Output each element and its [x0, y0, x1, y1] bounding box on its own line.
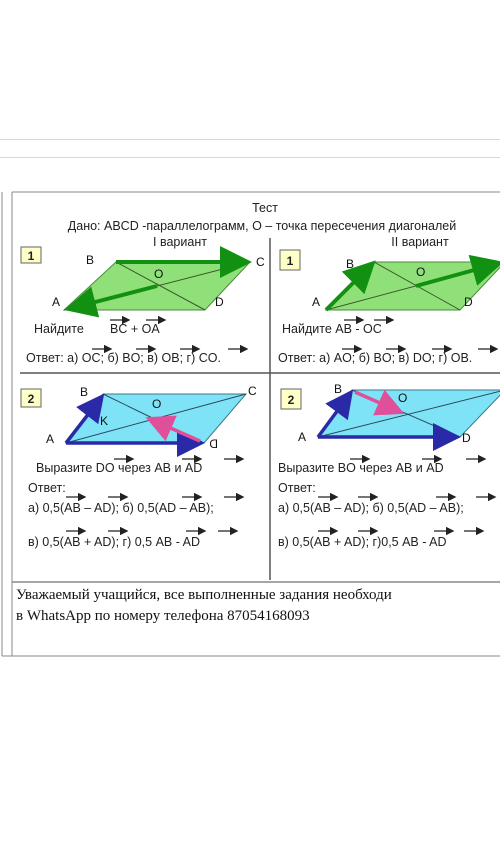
point-b-label: B	[80, 385, 88, 399]
variant-1-label: I вариант	[153, 235, 207, 249]
note-line-2: в WhatsApp по номеру телефона 8705416809…	[16, 608, 310, 624]
point-d-label: D	[462, 431, 471, 445]
given-text: Дано: ABCD -параллелограмм, О – точка пе…	[68, 219, 456, 233]
task2-v2-figure: 2 B A D O	[281, 382, 500, 445]
point-a-label: A	[312, 295, 320, 309]
task2-v1-answer-line2: в) 0,5(AB + AD); г) 0,5 AB - AD	[28, 535, 200, 549]
task1-v1-figure: 1 B C A D O	[21, 247, 265, 310]
variant-2-label: II вариант	[391, 235, 449, 249]
task-number: 2	[288, 393, 295, 407]
task2-v2-answer-line2: в) 0,5(AB + AD); г)0,5 AB - AD	[278, 535, 447, 549]
task-number: 1	[28, 249, 35, 263]
point-d-label: D	[464, 295, 473, 309]
point-o-label: O	[154, 267, 163, 281]
point-c-label: C	[256, 255, 265, 269]
task1-v1-find: Найдите	[34, 322, 84, 336]
task1-v2-answer: Ответ: а) AO; б) BO; в) DO; г) OB.	[278, 351, 472, 365]
point-a-label: A	[52, 295, 60, 309]
point-b-label: B	[334, 382, 342, 396]
task1-v1-answer: Ответ: а) OC; б) BO; в) OB; г) CO.	[26, 351, 221, 365]
point-a-label: A	[298, 430, 306, 444]
point-k-label: K	[100, 414, 108, 428]
point-o-label: O	[152, 397, 161, 411]
point-o-label: O	[416, 265, 425, 279]
task-number: 2	[28, 392, 35, 406]
point-b-label: B	[86, 253, 94, 267]
task1-v2-find: Найдите AB - OC	[282, 322, 382, 336]
point-d-label-mirrored: D	[209, 437, 218, 451]
task2-v2-answer-line1: а) 0,5(AB – AD); б) 0,5(AD – AB);	[278, 501, 464, 515]
task2-v2-answer-label: Ответ:	[278, 481, 316, 495]
task2-v2-express: Выразите BO через AB и AD	[278, 461, 444, 475]
point-b-label: B	[346, 257, 354, 271]
task2-v1-figure: 2 B C A D O K	[21, 384, 257, 451]
task1-v2-figure: 1 B A D O	[280, 250, 500, 310]
test-title: Тест	[252, 201, 278, 215]
task2-v1-express: Выразите DO через AB и AD	[36, 461, 202, 475]
point-c-label: C	[248, 384, 257, 398]
task1-v1-expression: BC + OA	[110, 322, 160, 336]
task-number: 1	[287, 254, 294, 268]
point-o-label: O	[398, 391, 407, 405]
task2-v1-answer-line1: а) 0,5(AB – AD); б) 0,5(AD – AB);	[28, 501, 214, 515]
task2-v1-answer-label: Ответ:	[28, 481, 66, 495]
point-a-label: A	[46, 432, 54, 446]
note-line-1: Уважаемый учащийся, все выполненные зада…	[16, 587, 392, 603]
point-d-label: D	[215, 295, 224, 309]
